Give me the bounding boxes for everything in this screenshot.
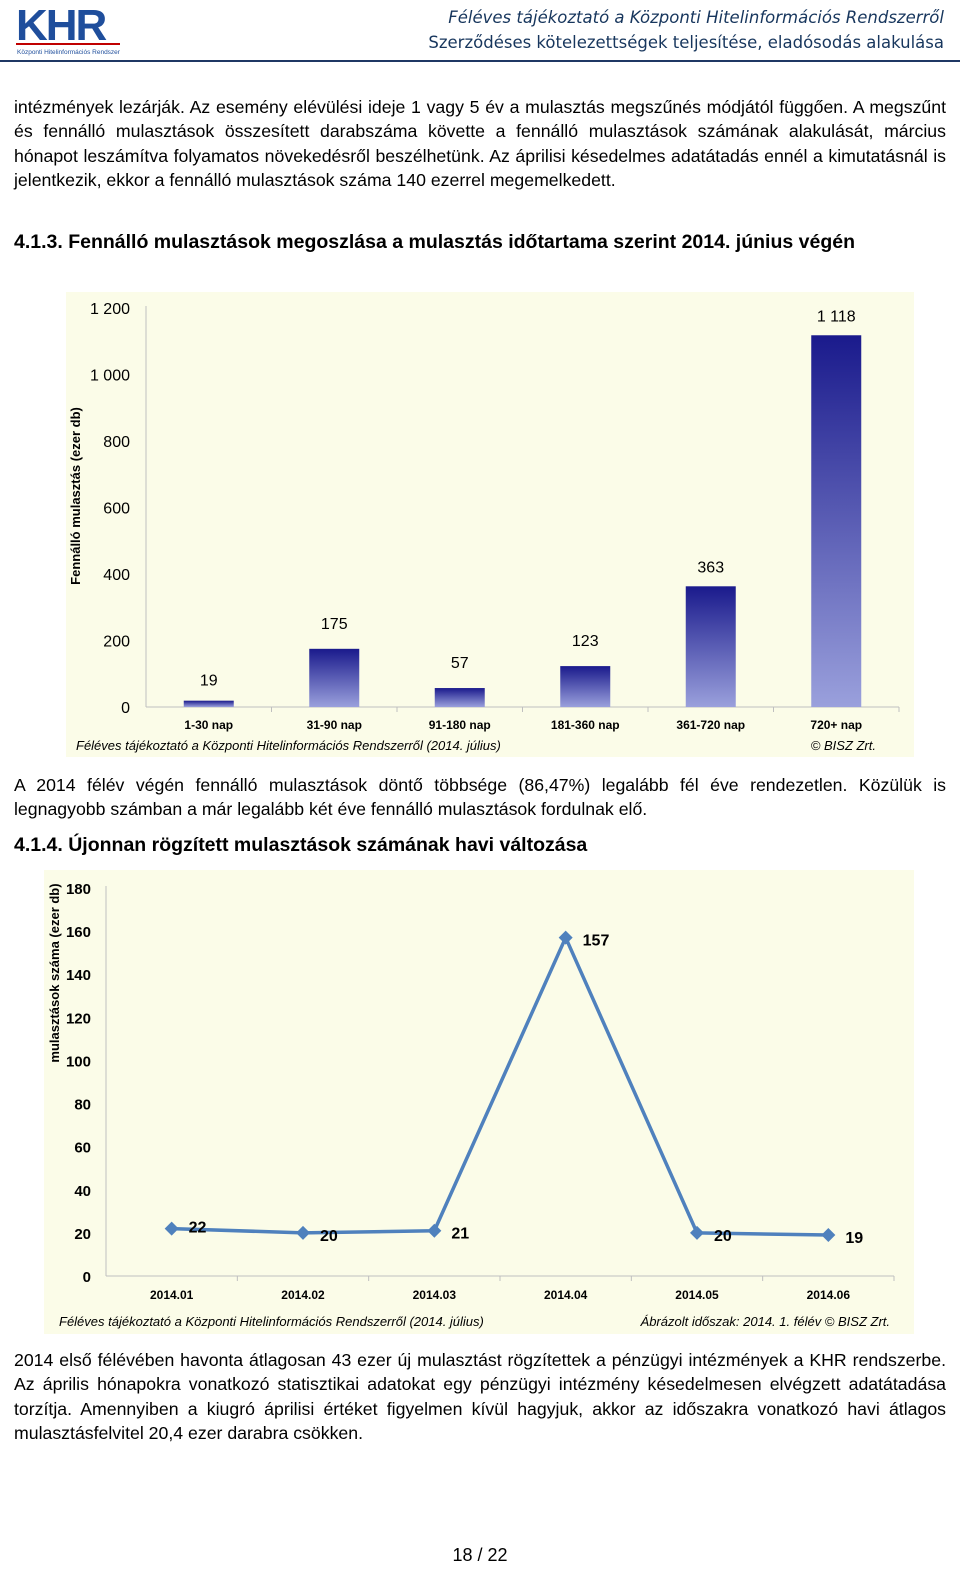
line-chart-svg: 0 20 40 60 80 100 120 140 160 180 22 2014.01 20 2014…	[44, 870, 914, 1334]
bar	[434, 688, 485, 707]
bar-category-label: 31-90 nap	[307, 718, 362, 732]
line-y-tick-label: 40	[74, 1183, 91, 1200]
line-y-tick-label: 140	[66, 967, 91, 984]
line-point	[296, 1225, 310, 1240]
line-y-tick-label: 160	[66, 924, 91, 941]
line-value-label: 157	[583, 933, 610, 950]
line-source-note: Féléves tájékoztató a Központi Hitelinfo…	[59, 1314, 484, 1329]
line-y-axis-label: mulasztások száma (ezer db)	[47, 883, 62, 1062]
bar	[309, 648, 360, 707]
line-period-note: Ábrázolt időszak: 2014. 1. félév © BISZ …	[640, 1314, 890, 1329]
bar	[560, 666, 611, 707]
bar-category-label: 720+ nap	[810, 718, 862, 732]
header-subtitle: Szerződéses kötelezettségek teljesítése,…	[428, 33, 944, 52]
line-y-tick-label: 20	[74, 1226, 91, 1243]
bar-value-label: 19	[200, 673, 218, 690]
bar	[183, 700, 234, 707]
bar-chart-svg: 0 200 400 600 800 1 000 1 200 19 1-30 nap 175 31-…	[66, 292, 914, 757]
bar-y-tick-label: 1 000	[90, 368, 130, 385]
line-point	[558, 930, 573, 945]
page-number: 18 / 22	[452, 1545, 508, 1565]
bar-y-tick-label: 600	[103, 501, 130, 518]
body-paragraph-1: intézmények lezárják. Az esemény elévülé…	[14, 97, 946, 190]
bar	[685, 586, 736, 707]
line-y-tick-label: 120	[66, 1010, 91, 1027]
line-value-label: 20	[320, 1228, 338, 1245]
line-y-tick-label: 100	[66, 1053, 91, 1070]
bar-source-note: Féléves tájékoztató a Központi Hitelinfo…	[76, 738, 501, 753]
section-heading-4-1-3: 4.1.3. Fennálló mulasztások megoszlása a…	[14, 231, 855, 253]
bar-y-tick-label: 400	[103, 567, 130, 584]
body-paragraph-3: 2014 első félévében havonta átlagosan 43…	[14, 1350, 946, 1443]
bar-y-tick-label: 200	[103, 634, 130, 651]
line-value-label: 19	[845, 1230, 863, 1247]
bar-chart-frame	[66, 292, 914, 757]
logo-subtitle: Központi Hitelinformációs Rendszer	[17, 49, 121, 56]
line-value-label: 21	[451, 1226, 469, 1243]
line-point	[821, 1228, 836, 1243]
line-y-tick-label: 0	[83, 1269, 91, 1286]
line-chart: 0 20 40 60 80 100 120 140 160 180 22 2014.01 20 2014…	[14, 868, 946, 1338]
line-value-label: 20	[714, 1228, 732, 1245]
line-point	[427, 1223, 442, 1238]
logo-wordmark: KHR	[16, 2, 107, 50]
line-category-label: 2014.04	[544, 1288, 588, 1302]
line-point	[690, 1225, 704, 1240]
line-chart-frame	[44, 870, 914, 1334]
bar-category-label: 1-30 nap	[184, 718, 233, 732]
bar-value-label: 1 118	[817, 308, 856, 325]
bar-y-tick-label: 1 200	[90, 301, 130, 318]
bar	[811, 335, 862, 707]
line-category-label: 2014.02	[281, 1288, 325, 1302]
line-category-label: 2014.05	[675, 1288, 719, 1302]
header-title: Féléves tájékoztató a Központi Hitelinfo…	[448, 8, 944, 27]
line-value-label: 22	[189, 1220, 207, 1237]
bar-y-axis-label: Fennálló mulasztás (ezer db)	[68, 407, 83, 585]
bar-category-label: 361-720 nap	[676, 718, 745, 732]
body-paragraph-2: A 2014 félév végén fennálló mulasztások …	[14, 775, 946, 820]
line-series	[171, 935, 829, 1237]
bar-value-label: 57	[451, 655, 469, 672]
bar-y-tick-label: 800	[103, 434, 130, 451]
line-category-label: 2014.06	[807, 1288, 851, 1302]
bar-y-tick-label: 0	[121, 700, 130, 717]
line-category-label: 2014.01	[150, 1288, 194, 1302]
section-heading-4-1-4: 4.1.4. Újonnan rögzített mulasztások szá…	[14, 834, 588, 856]
line-y-tick-label: 180	[66, 881, 91, 898]
line-point	[164, 1221, 179, 1236]
bar-value-label: 363	[697, 559, 724, 576]
bar-copyright-note: © BISZ Zrt.	[811, 738, 876, 753]
line-y-tick-label: 80	[74, 1097, 91, 1114]
bar-category-label: 181-360 nap	[551, 718, 620, 732]
line-category-label: 2014.03	[413, 1288, 457, 1302]
bar-value-label: 123	[572, 633, 599, 650]
bar-chart: 0 200 400 600 800 1 000 1 200 19 1-30 nap 175 31-…	[14, 286, 946, 761]
line-y-tick-label: 60	[74, 1140, 91, 1157]
bar-category-label: 91-180 nap	[429, 718, 491, 732]
page-header: KHR Központi Hitelinformációs Rendszer F…	[0, 0, 960, 62]
header-divider	[0, 60, 960, 62]
bar-value-label: 175	[321, 616, 348, 633]
khr-logo: KHR Központi Hitelinformációs Rendszer	[14, 1, 124, 58]
